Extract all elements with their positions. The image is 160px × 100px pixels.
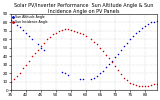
Point (60, 71, 63, 72)
Point (57, 30, 60, 32)
Point (93, 41, 96, 43)
Point (90, 39, 93, 40)
Point (135, 33, 138, 34)
Point (135, 84, 138, 86)
Point (144, 25, 147, 27)
Point (33, 52, 36, 54)
Point (19, 27, 21, 28)
Point (117, 53, 120, 55)
Point (42, 50, 45, 51)
Point (111, 60, 114, 62)
Point (72, 30, 75, 32)
Point (105, 67, 108, 68)
Point (21, 68, 24, 69)
Point (123, 45, 126, 47)
Point (10, 19, 12, 21)
Point (19, 72, 21, 73)
Point (138, 30, 141, 32)
Point (54, 32, 57, 33)
Point (36, 44, 39, 45)
Point (90, 78, 93, 79)
Point (147, 85, 150, 87)
Point (129, 82, 132, 84)
Point (28, 60, 30, 62)
Point (126, 42, 129, 44)
Point (120, 74, 123, 75)
Point (138, 85, 141, 87)
Point (48, 36, 51, 38)
Point (69, 29, 72, 31)
Point (123, 77, 126, 78)
Point (42, 42, 45, 44)
Point (39, 47, 42, 49)
Point (30, 56, 33, 57)
Point (120, 49, 123, 50)
Point (78, 79, 81, 80)
Point (132, 84, 135, 85)
Point (108, 57, 111, 59)
Point (141, 28, 144, 29)
Point (132, 35, 135, 37)
Point (75, 31, 78, 32)
Point (45, 39, 48, 40)
Point (93, 77, 96, 78)
Point (16, 75, 18, 77)
Point (63, 73, 66, 74)
Point (153, 84, 156, 85)
Point (102, 50, 105, 52)
Point (12, 22, 15, 23)
Point (84, 35, 87, 37)
Point (66, 28, 69, 30)
Point (111, 62, 114, 63)
Point (96, 75, 99, 77)
Point (30, 38, 33, 39)
Point (24, 64, 27, 66)
Point (39, 45, 42, 47)
Point (114, 65, 117, 67)
Point (147, 23, 150, 25)
Point (144, 85, 147, 87)
Point (81, 79, 84, 80)
Point (156, 83, 159, 84)
Point (60, 29, 63, 31)
Point (117, 69, 120, 71)
Point (66, 74, 69, 76)
Point (16, 24, 18, 26)
Point (36, 49, 39, 50)
Point (105, 54, 108, 56)
Point (156, 20, 159, 22)
Point (51, 34, 54, 35)
Point (96, 44, 99, 45)
Point (153, 21, 156, 22)
Point (12, 79, 15, 80)
Point (150, 22, 152, 23)
Point (150, 84, 152, 86)
Point (24, 32, 27, 33)
Point (108, 63, 111, 65)
Point (102, 70, 105, 72)
Point (141, 85, 144, 87)
Point (78, 32, 81, 33)
Point (99, 73, 102, 74)
Point (81, 34, 84, 35)
Point (21, 29, 24, 31)
Legend: Sun Altitude Angle, Sun Incidence Angle: Sun Altitude Angle, Sun Incidence Angle (12, 16, 48, 24)
Point (99, 47, 102, 49)
Title: Solar PV/Inverter Performance  Sun Altitude Angle & Sun Incidence Angle on PV Pa: Solar PV/Inverter Performance Sun Altitu… (14, 3, 154, 14)
Point (28, 35, 30, 37)
Point (129, 39, 132, 40)
Point (10, 81, 12, 83)
Point (126, 79, 129, 81)
Point (63, 28, 66, 30)
Point (114, 56, 117, 58)
